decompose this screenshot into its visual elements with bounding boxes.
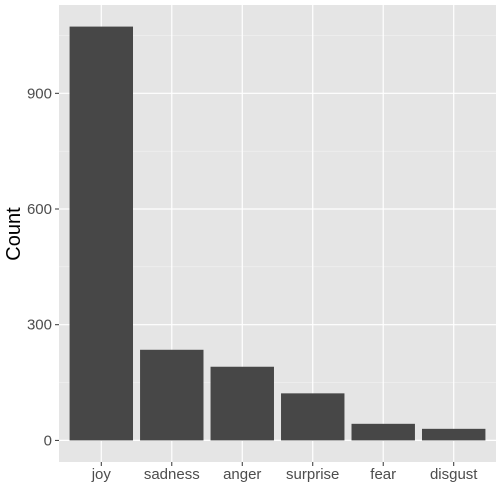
bars [69,26,486,441]
y-tick-label: 600 [27,201,52,218]
x-tick-label-surprise: surprise [286,466,339,483]
y-tick-label: 0 [44,432,52,449]
bar-anger [210,366,274,441]
x-tick-label-sadness: sadness [144,466,200,483]
bar-sadness [140,349,204,441]
bar-surprise [281,393,345,441]
bar-fear [351,423,415,441]
y-axis-title: Count [3,207,25,261]
y-tick-label: 900 [27,85,52,102]
bar-disgust [421,428,486,441]
x-tick-label-joy: joy [91,466,112,483]
y-axis: 0 300 600 900 [27,85,59,449]
x-axis: joy sadness anger surprise fear disgust [91,462,478,483]
y-tick-label: 300 [27,317,52,334]
x-tick-label-anger: anger [223,466,261,483]
x-tick-label-fear: fear [370,466,396,483]
bar-joy [69,26,134,441]
x-tick-label-disgust: disgust [430,466,478,483]
